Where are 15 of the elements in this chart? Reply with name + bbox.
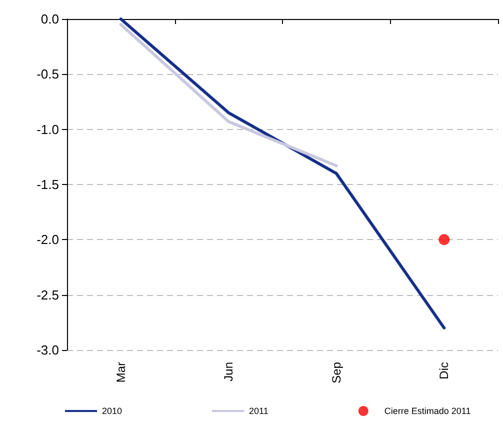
legend-label: Cierre Estimado 2011	[384, 406, 471, 416]
y-tick-label: -0.5	[36, 66, 59, 82]
y-tick-label: -1.0	[36, 122, 59, 137]
y-tick-label: 0.0	[40, 12, 59, 26]
legend-label: 2011	[249, 406, 268, 416]
y-tick-label: -2.0	[36, 232, 59, 248]
x-tick-label: Jun	[222, 362, 236, 382]
line-series	[119, 18, 446, 330]
x-tick-label: Dic	[437, 362, 452, 380]
x-tick-label: Sep	[329, 362, 344, 384]
y-tick-label: -2.5	[36, 287, 59, 302]
y-tick-label: -1.5	[36, 177, 59, 192]
x-tick-label: Mar	[114, 362, 128, 383]
y-tick-label: -3.0	[36, 342, 59, 358]
legend-label: 2010	[102, 406, 122, 416]
